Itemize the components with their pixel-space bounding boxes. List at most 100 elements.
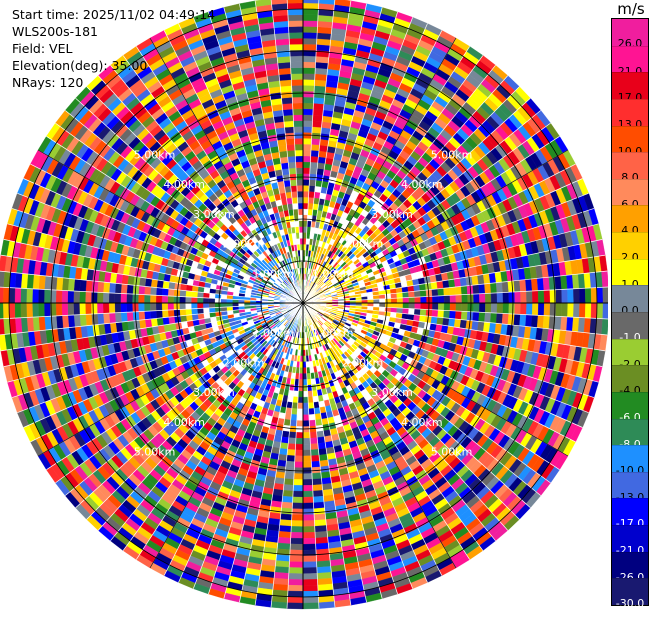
radar-bin <box>115 313 122 323</box>
radar-bin <box>318 157 326 164</box>
radar-bin <box>431 317 438 325</box>
radar-bin <box>473 285 480 295</box>
radar-bin <box>311 144 320 151</box>
radar-bin <box>509 303 515 314</box>
radar-bin <box>303 68 315 74</box>
radar-bin <box>303 503 314 509</box>
radar-bin <box>191 291 197 297</box>
radar-bin <box>303 85 314 91</box>
radar-bin <box>174 296 180 303</box>
radar-bin <box>109 293 115 303</box>
radar-bin <box>68 315 75 328</box>
radar-bin <box>38 289 44 303</box>
radar-bin <box>303 215 308 221</box>
radar-bin <box>317 561 331 568</box>
radar-bin <box>314 91 325 98</box>
radar-bin <box>74 291 80 303</box>
radar-bin <box>456 303 462 311</box>
radar-bin <box>303 185 309 191</box>
radar-bin <box>303 491 313 497</box>
radar-bin <box>443 318 450 326</box>
radar-bin <box>438 310 444 318</box>
radar-bin <box>74 303 80 315</box>
radar-bin <box>520 280 527 292</box>
radar-bin <box>221 303 227 307</box>
radar-bin <box>313 490 323 497</box>
radar-bin <box>503 303 509 314</box>
radar-bin <box>561 317 568 331</box>
radar-bin <box>303 15 318 21</box>
radar-bin <box>532 291 538 303</box>
radar-bin <box>297 409 303 415</box>
radar-bin <box>303 456 311 462</box>
radar-bin <box>450 303 456 311</box>
radar-bin <box>315 62 328 69</box>
radar-bin <box>303 432 310 438</box>
radar-bin <box>303 174 310 180</box>
radar-bin <box>9 303 15 318</box>
radar-bin <box>85 303 91 314</box>
radar-bin <box>437 281 444 289</box>
radar-bin <box>514 280 521 292</box>
radar-bin <box>311 461 320 468</box>
radar-bin <box>485 303 491 313</box>
radar-bin <box>162 296 168 303</box>
radar-bin <box>397 303 403 308</box>
radar-bin <box>538 303 544 316</box>
radar-bin <box>115 293 121 303</box>
radar-bin <box>121 284 128 294</box>
radar-bin <box>32 289 38 303</box>
radar-bin <box>109 283 116 293</box>
radar-bin <box>409 303 415 309</box>
radar-bin <box>303 479 313 485</box>
radar-bin <box>97 292 103 303</box>
radar-bin <box>556 289 562 303</box>
radar-bin <box>283 484 293 491</box>
radar-bin <box>385 303 391 308</box>
radar-bin <box>303 426 310 432</box>
radar-bin <box>303 62 316 68</box>
radar-bin <box>585 303 591 318</box>
radar-bin <box>444 303 450 311</box>
radar-bin <box>296 426 303 432</box>
radar-bin <box>414 291 420 297</box>
radar-bin <box>313 496 324 503</box>
radar-bin <box>91 281 98 292</box>
radar-bin <box>479 294 485 304</box>
radar-bin <box>144 286 151 295</box>
radar-bin <box>303 473 312 479</box>
radar-bin <box>538 290 544 303</box>
radar-bin <box>313 115 323 122</box>
radar-bin <box>115 283 122 293</box>
radar-bin <box>9 288 15 303</box>
radar-bin <box>409 297 415 303</box>
radar-bin <box>303 32 317 38</box>
radar-bin <box>290 420 297 426</box>
radar-bin <box>473 312 480 322</box>
radar-bin <box>291 520 303 526</box>
radar-bin <box>403 303 409 309</box>
radar-bin <box>520 303 526 315</box>
radar-bin <box>197 298 203 304</box>
radar-bin <box>44 289 50 303</box>
radar-bin <box>309 408 315 414</box>
radar-bin <box>503 292 509 303</box>
radar-bin <box>303 168 310 174</box>
radar-bin <box>286 461 295 468</box>
radar-bin <box>280 443 288 450</box>
radar-bin <box>303 203 308 209</box>
radar-bin <box>303 450 311 456</box>
radar-bin <box>567 303 573 317</box>
radar-bin <box>303 585 318 591</box>
radar-bin <box>491 303 497 313</box>
radar-bin <box>62 278 69 291</box>
radar-bin <box>309 191 315 197</box>
radar-bin <box>450 295 456 303</box>
radar-bin <box>313 109 323 116</box>
radar-bin <box>515 292 521 303</box>
radar-bin <box>379 299 385 303</box>
radar-bin <box>79 303 85 315</box>
radar-bin <box>80 314 87 326</box>
radar-bin <box>285 473 295 480</box>
radar-bin <box>56 303 62 316</box>
